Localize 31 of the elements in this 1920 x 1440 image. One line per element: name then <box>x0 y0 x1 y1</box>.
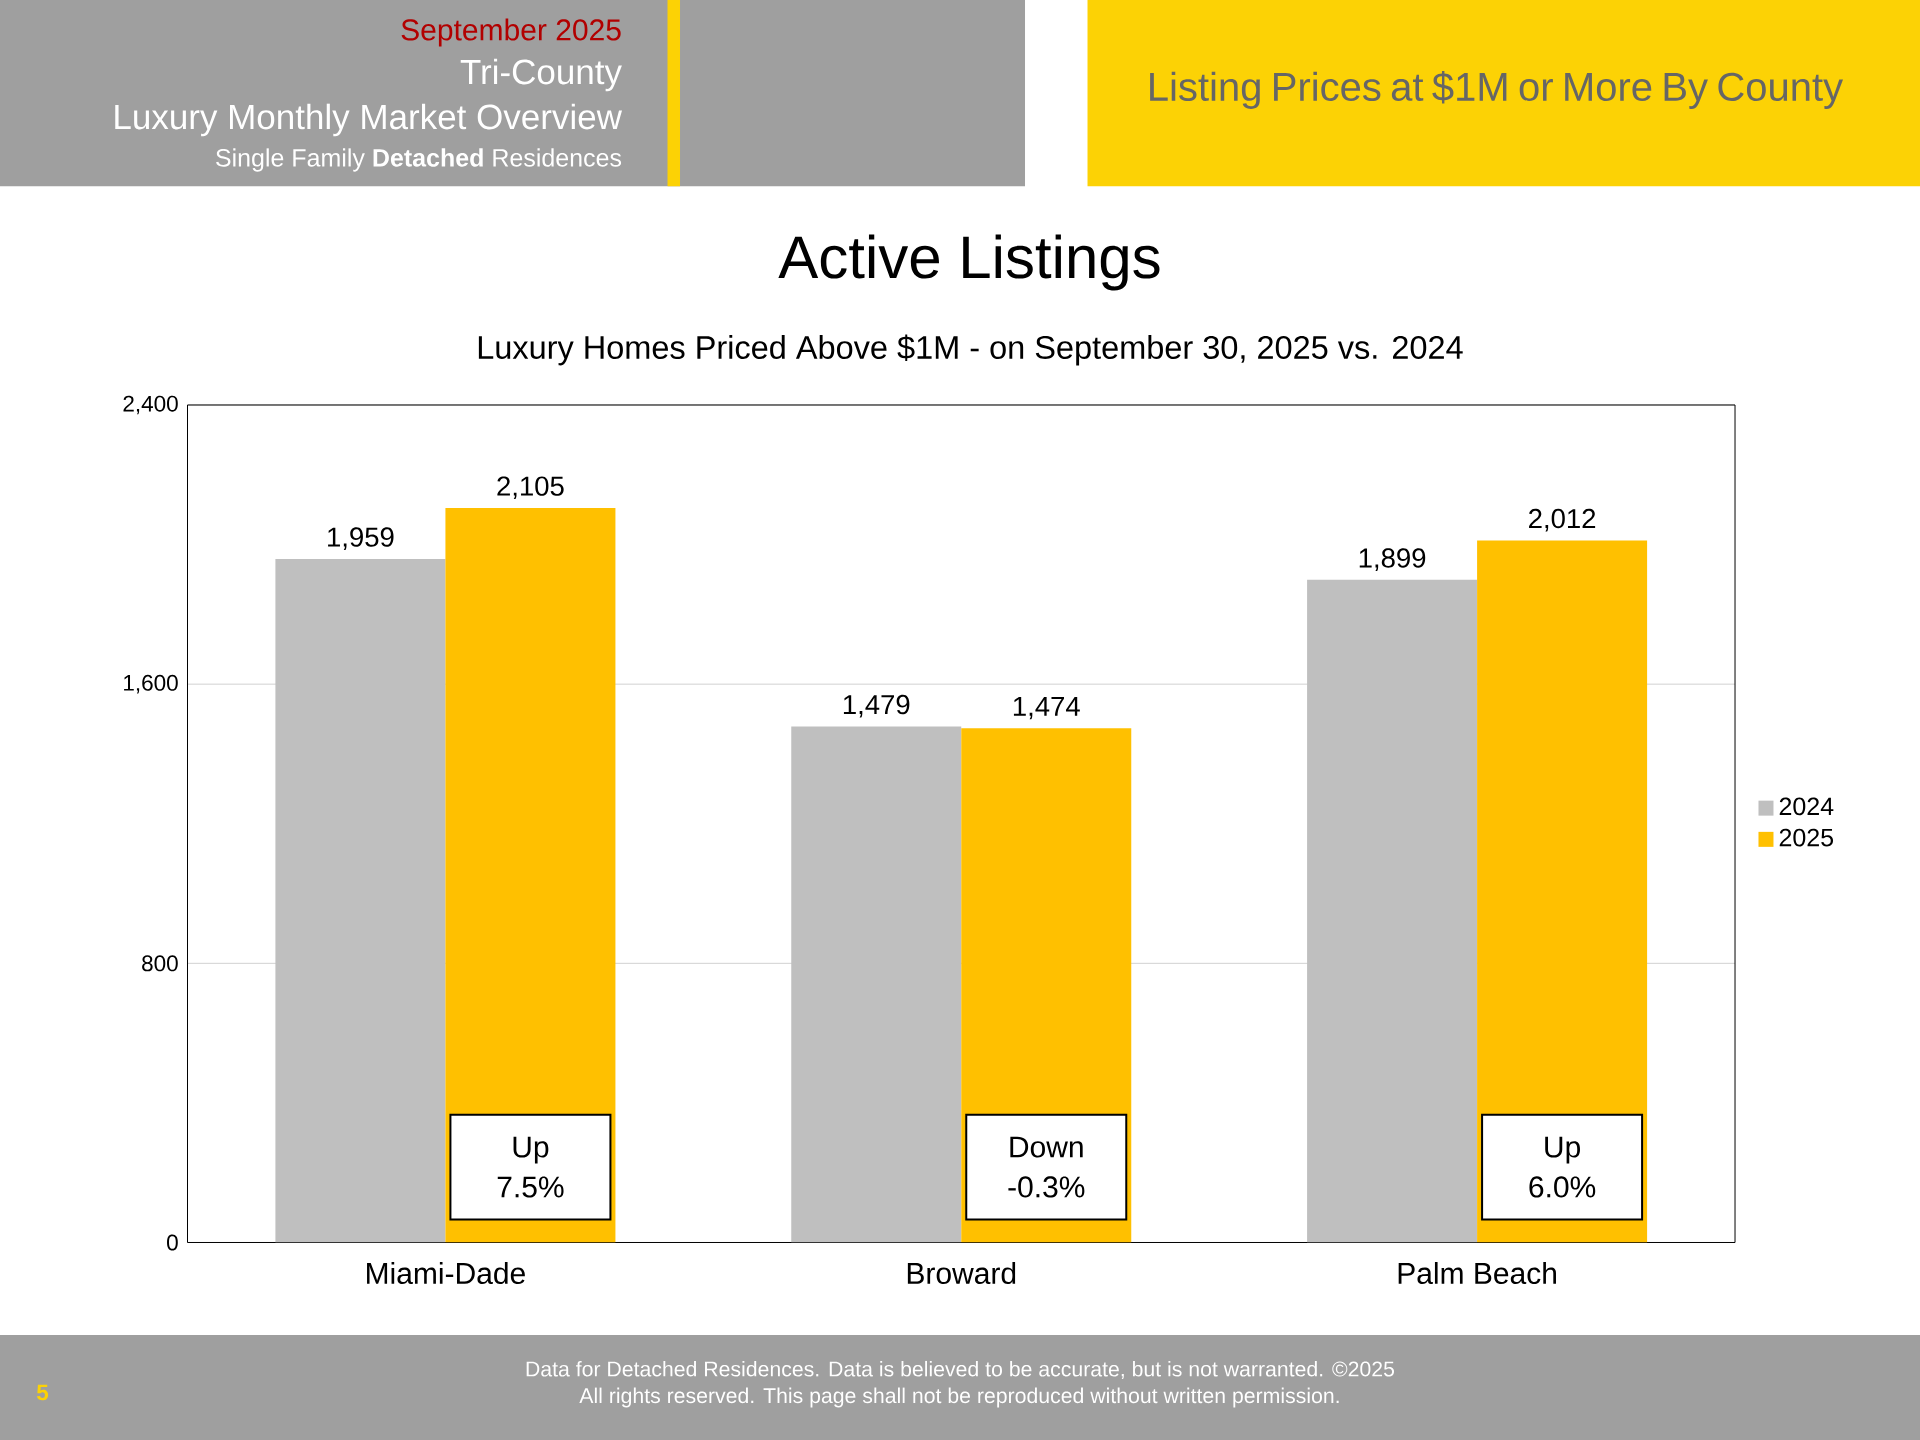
data-label: 2,012 <box>1529 508 1596 532</box>
data-label: 2,105 <box>497 476 564 500</box>
text: Data for Detached Residences. Data is believed to be accurate, but is not warranted. ©2025 <box>526 1360 1395 1380</box>
y-tick-label: 1,600 <box>124 674 178 694</box>
y-tick-label: 800 <box>142 955 178 972</box>
data-label: 1,474 <box>1013 696 1080 720</box>
text: Tri-County <box>460 58 622 92</box>
x-tick-label: Palm Beach <box>1398 1262 1556 1285</box>
data-label: 1,899 <box>1359 548 1426 571</box>
x-tick-label: Miami-Dade <box>367 1262 525 1285</box>
chart-subtitle: Luxury Homes Priced Above $1M - on September 30, 2025 vs. 2024 <box>478 334 1463 366</box>
text: Listing Prices at $1M or More By County <box>1150 71 1844 109</box>
text: Luxury Monthly Market Overview <box>115 103 623 137</box>
chart-title: Active Listings <box>778 234 1160 291</box>
text: 5 <box>36 1384 49 1401</box>
legend-label: 2025 <box>1779 828 1834 847</box>
x-tick-label: Broward <box>907 1262 1016 1285</box>
y-tick-label: 0 <box>167 1234 178 1251</box>
text: All rights reserved. This page shall not be reproduced without written permission. <box>579 1387 1339 1408</box>
bar <box>275 558 446 1243</box>
annotation: Up 7.5% <box>497 1136 564 1198</box>
data-label: 1,959 <box>328 527 394 551</box>
data-label: 1,479 <box>843 694 910 718</box>
bar <box>1307 579 1478 1243</box>
text: September 2025 <box>401 18 621 47</box>
y-tick-label: 2,400 <box>123 395 178 415</box>
text: Single Family Detached Residences <box>216 148 622 172</box>
annotation: Down -0.3% <box>1008 1136 1085 1198</box>
legend-label: 2024 <box>1779 797 1834 816</box>
bar <box>791 726 962 1243</box>
annotation: Up 6.0% <box>1529 1136 1596 1198</box>
